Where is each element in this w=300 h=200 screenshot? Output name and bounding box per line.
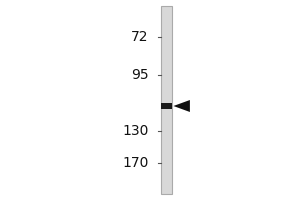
Text: 72: 72 [131,30,148,44]
Bar [160,6,172,194]
Text: 170: 170 [122,156,148,170]
Bar [160,103,172,109]
Text: 130: 130 [122,124,148,138]
Text: 95: 95 [131,68,148,82]
Polygon shape [173,100,190,112]
